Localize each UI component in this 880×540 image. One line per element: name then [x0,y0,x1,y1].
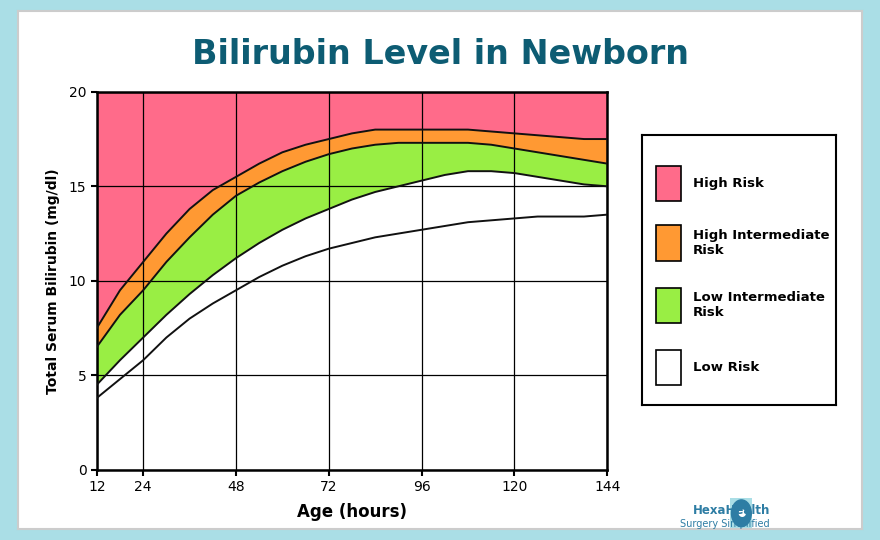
Circle shape [731,500,752,526]
Text: Bilirubin Level in Newborn: Bilirubin Level in Newborn [192,38,688,71]
Text: Low Intermediate
Risk: Low Intermediate Risk [693,291,825,319]
Text: Low Risk: Low Risk [693,361,759,374]
Text: High Risk: High Risk [693,177,764,190]
FancyBboxPatch shape [656,350,681,384]
X-axis label: Age (hours): Age (hours) [297,503,407,521]
Y-axis label: Total Serum Bilirubin (mg/dl): Total Serum Bilirubin (mg/dl) [47,168,61,394]
Text: HexaHealth: HexaHealth [693,504,770,517]
Text: High Intermediate
Risk: High Intermediate Risk [693,229,829,257]
FancyBboxPatch shape [656,166,681,201]
FancyBboxPatch shape [656,287,681,322]
FancyBboxPatch shape [656,226,681,261]
Text: ●: ● [737,508,745,518]
Text: Surgery Simplified: Surgery Simplified [680,519,770,529]
